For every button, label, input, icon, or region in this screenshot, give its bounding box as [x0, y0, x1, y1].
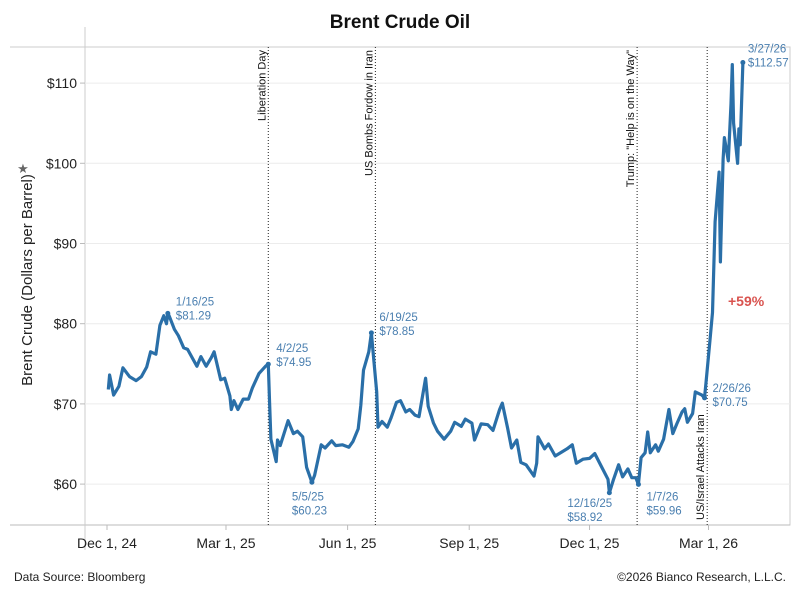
event-label: Liberation Day [256, 50, 268, 121]
annotation-point [635, 481, 641, 487]
chart-title: Brent Crude Oil [329, 12, 471, 33]
y-tick-label: $60 [54, 476, 78, 492]
annotation-value: $58.92 [567, 512, 602, 524]
annotation-date: 3/27/26 [748, 43, 786, 55]
y-tick-label: $100 [46, 155, 77, 171]
price-line [106, 62, 745, 495]
annotation-date: 2/26/26 [713, 383, 751, 395]
x-tick-label: Mar 1, 25 [196, 535, 255, 551]
annotation-value: $112.57 [748, 57, 789, 69]
x-tick-label: Sep 1, 25 [439, 535, 499, 551]
annotation-point [265, 361, 271, 367]
annotation-date: 1/16/25 [176, 296, 214, 308]
event-label: US/Israel Attacks Iran [695, 414, 707, 520]
change-label: +59% [728, 293, 765, 309]
annotation-date: 5/5/25 [292, 491, 324, 503]
data-source: Data Source: Bloomberg [14, 570, 146, 584]
annotation-point [309, 479, 315, 485]
annotation-point [702, 395, 708, 401]
y-tick-label: $70 [54, 396, 78, 412]
copyright: ©2026 Bianco Research, L.L.C. [617, 570, 786, 584]
pin-icon: ★ [17, 161, 29, 176]
y-tick-label: $110 [47, 75, 77, 91]
annotation-value: $60.23 [292, 505, 327, 517]
annotation-date: 12/16/25 [567, 498, 612, 510]
event-label: Trump: "Help is on the Way" [625, 50, 637, 187]
annotation-point [740, 59, 746, 65]
annotation-value: $81.29 [176, 310, 211, 322]
x-tick-label: Mar 1, 26 [679, 535, 738, 551]
y-tick-label: $90 [54, 235, 78, 251]
annotation-value: $70.75 [713, 397, 748, 409]
event-label: US Bombs Fordow in Iran [363, 50, 375, 176]
plot-frame [84, 46, 791, 526]
y-axis-label: Brent Crude (Dollars per Barrel) [19, 174, 36, 386]
annotation-point [165, 310, 171, 316]
annotation-value: $59.96 [646, 505, 681, 517]
annotation-value: $78.85 [379, 326, 414, 338]
annotation-date: 1/7/26 [646, 491, 678, 503]
annotation-point [368, 330, 374, 336]
annotation-value: $74.95 [276, 357, 311, 369]
x-tick-label: Dec 1, 24 [77, 535, 137, 551]
x-tick-label: Jun 1, 25 [319, 535, 377, 551]
annotation-date: 4/2/25 [276, 343, 308, 355]
y-tick-label: $80 [54, 316, 78, 332]
x-tick-label: Dec 1, 25 [560, 535, 620, 551]
annotation-point [606, 490, 612, 496]
annotation-date: 6/19/25 [379, 312, 417, 324]
